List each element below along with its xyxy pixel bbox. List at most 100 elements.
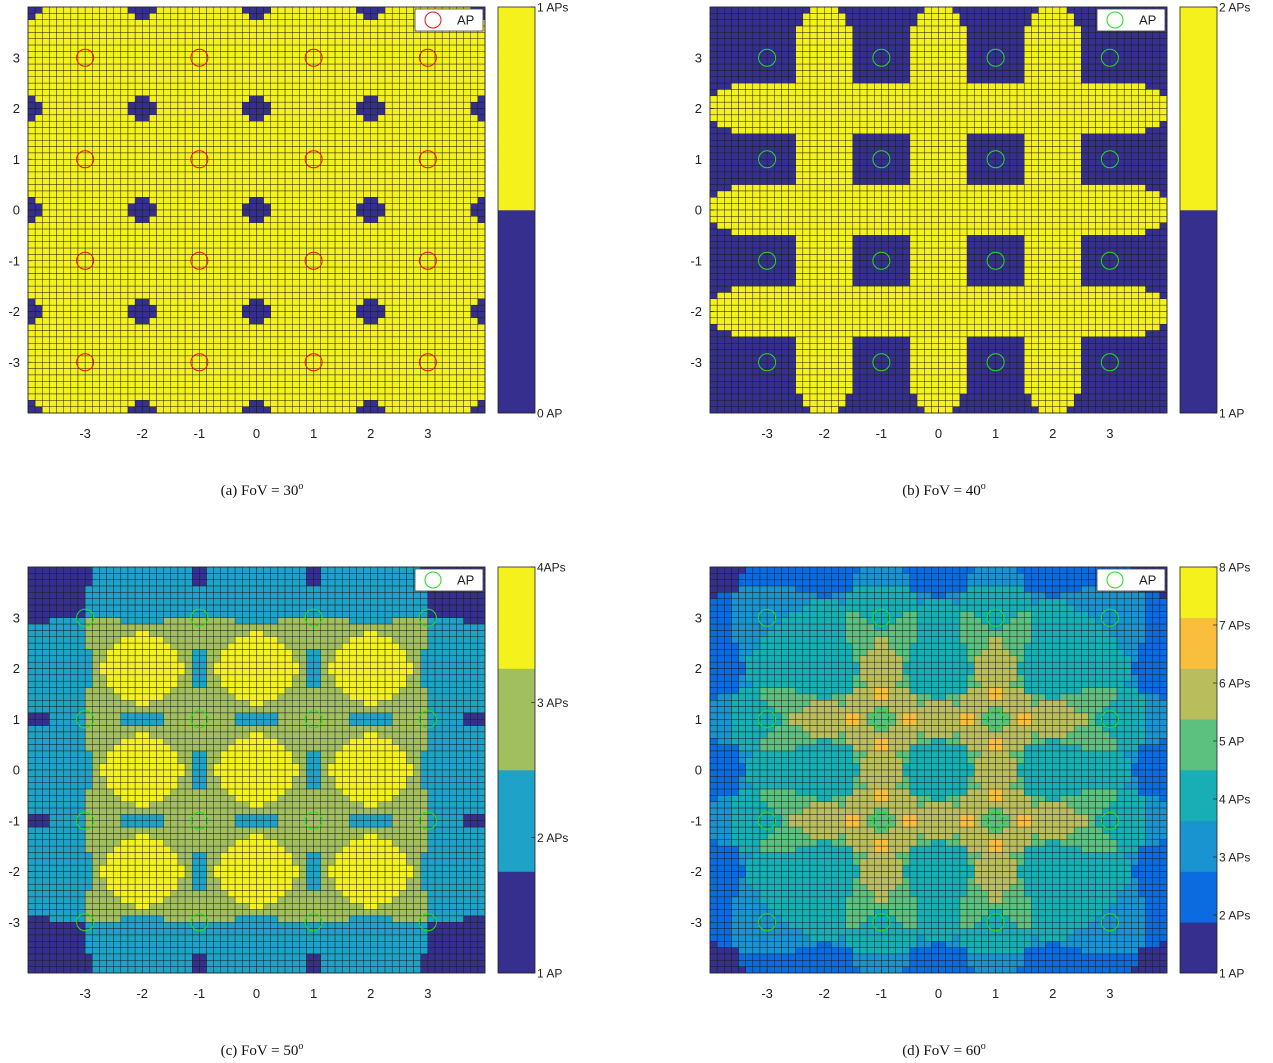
- heatmap-cell: [724, 285, 732, 293]
- heatmap-cell: [84, 381, 93, 388]
- heatmap-cell: [249, 298, 257, 306]
- heatmap-cell: [327, 190, 336, 198]
- heatmap-cell: [299, 184, 307, 192]
- heatmap-cell: [92, 178, 100, 185]
- heatmap-cell: [724, 406, 732, 414]
- x-tick-label: 2: [367, 426, 374, 441]
- heatmap-cell: [449, 57, 457, 65]
- heatmap-cell: [709, 387, 718, 395]
- heatmap-cell: [427, 127, 436, 135]
- heatmap-cell: [34, 133, 43, 141]
- heatmap-cell: [470, 76, 479, 84]
- heatmap-cell: [227, 374, 236, 382]
- heatmap-cell: [377, 355, 386, 363]
- heatmap-cell: [249, 266, 257, 274]
- heatmap-cell: [477, 70, 486, 78]
- heatmap-cell: [434, 127, 443, 135]
- heatmap-cell: [220, 171, 229, 179]
- heatmap-cell: [752, 349, 761, 357]
- heatmap-cell: [391, 273, 400, 281]
- heatmap-cell: [731, 393, 739, 401]
- heatmap-cell: [738, 57, 746, 65]
- heatmap-cell: [220, 70, 229, 78]
- heatmap-cell: [456, 292, 464, 300]
- heatmap-cell: [27, 228, 36, 236]
- heatmap-cell: [149, 279, 157, 287]
- heatmap-cell: [177, 330, 186, 338]
- heatmap-cell: [399, 285, 407, 293]
- heatmap-cell: [177, 336, 186, 344]
- heatmap-cell: [391, 89, 400, 97]
- heatmap-cell: [291, 146, 300, 154]
- heatmap-cell: [463, 254, 471, 262]
- colorbar-frame: [497, 6, 536, 414]
- heatmap-cell: [370, 101, 379, 109]
- heatmap-cell: [788, 89, 796, 97]
- heatmap-cell: [270, 235, 279, 242]
- heatmap-cell: [752, 178, 761, 185]
- heatmap-cell: [384, 190, 393, 198]
- heatmap-cell: [27, 89, 36, 97]
- heatmap-cell: [70, 25, 79, 33]
- heatmap-cell: [745, 266, 754, 274]
- heatmap-cell: [384, 387, 393, 395]
- heatmap-cell: [716, 82, 725, 90]
- heatmap-cell: [334, 13, 343, 20]
- heatmap-cell: [213, 197, 222, 204]
- heatmap-cell: [149, 216, 157, 223]
- heatmap-cell: [249, 406, 257, 414]
- heatmap-cell: [63, 260, 72, 268]
- heatmap-cell: [745, 406, 754, 414]
- heatmap-cell: [313, 241, 322, 249]
- heatmap-cell: [284, 317, 293, 325]
- heatmap-cell: [213, 127, 222, 135]
- heatmap-cell: [413, 197, 422, 204]
- heatmap-cell: [406, 323, 414, 331]
- heatmap-cell: [213, 279, 222, 287]
- heatmap-cell: [724, 400, 732, 407]
- heatmap-cell: [241, 184, 250, 192]
- heatmap-cell: [709, 139, 718, 147]
- heatmap-cell: [177, 38, 186, 46]
- heatmap-cell: [263, 139, 272, 147]
- heatmap-cell: [788, 95, 796, 103]
- heatmap-cell: [170, 241, 179, 249]
- heatmap-cell: [120, 241, 129, 249]
- heatmap-cell: [363, 247, 372, 255]
- heatmap-cell: [149, 38, 157, 46]
- heatmap-cell: [731, 222, 739, 230]
- heatmap-cell: [470, 222, 479, 230]
- heatmap-cell: [249, 209, 257, 217]
- heatmap-cell: [291, 120, 300, 128]
- heatmap-cell: [363, 235, 372, 242]
- heatmap-cell: [192, 139, 200, 147]
- heatmap-cell: [320, 25, 329, 33]
- heatmap-cell: [449, 82, 457, 90]
- heatmap-cell: [106, 349, 114, 357]
- heatmap-cell: [134, 342, 143, 350]
- heatmap-cell: [781, 89, 789, 97]
- heatmap-cell: [420, 114, 429, 122]
- heatmap-cell: [709, 108, 718, 116]
- heatmap-cell: [42, 298, 50, 306]
- heatmap-cell: [441, 374, 450, 382]
- heatmap-cell: [149, 120, 157, 128]
- heatmap-cell: [270, 120, 279, 128]
- heatmap-cell: [42, 89, 50, 97]
- heatmap-cell: [256, 393, 264, 401]
- heatmap-cell: [334, 393, 343, 401]
- heatmap-cell: [106, 108, 114, 116]
- heatmap-cell: [759, 184, 768, 192]
- heatmap-cell: [441, 70, 450, 78]
- heatmap-cell: [724, 368, 732, 376]
- heatmap-cell: [731, 108, 739, 116]
- heatmap-cell: [84, 101, 93, 109]
- heatmap-cell: [724, 70, 732, 78]
- heatmap-cell: [370, 349, 379, 357]
- heatmap-cell: [106, 165, 114, 173]
- heatmap-cell: [434, 63, 443, 71]
- heatmap-cell: [56, 70, 64, 78]
- heatmap-cell: [99, 342, 107, 350]
- heatmap-cell: [434, 203, 443, 211]
- heatmap-cell: [156, 44, 164, 52]
